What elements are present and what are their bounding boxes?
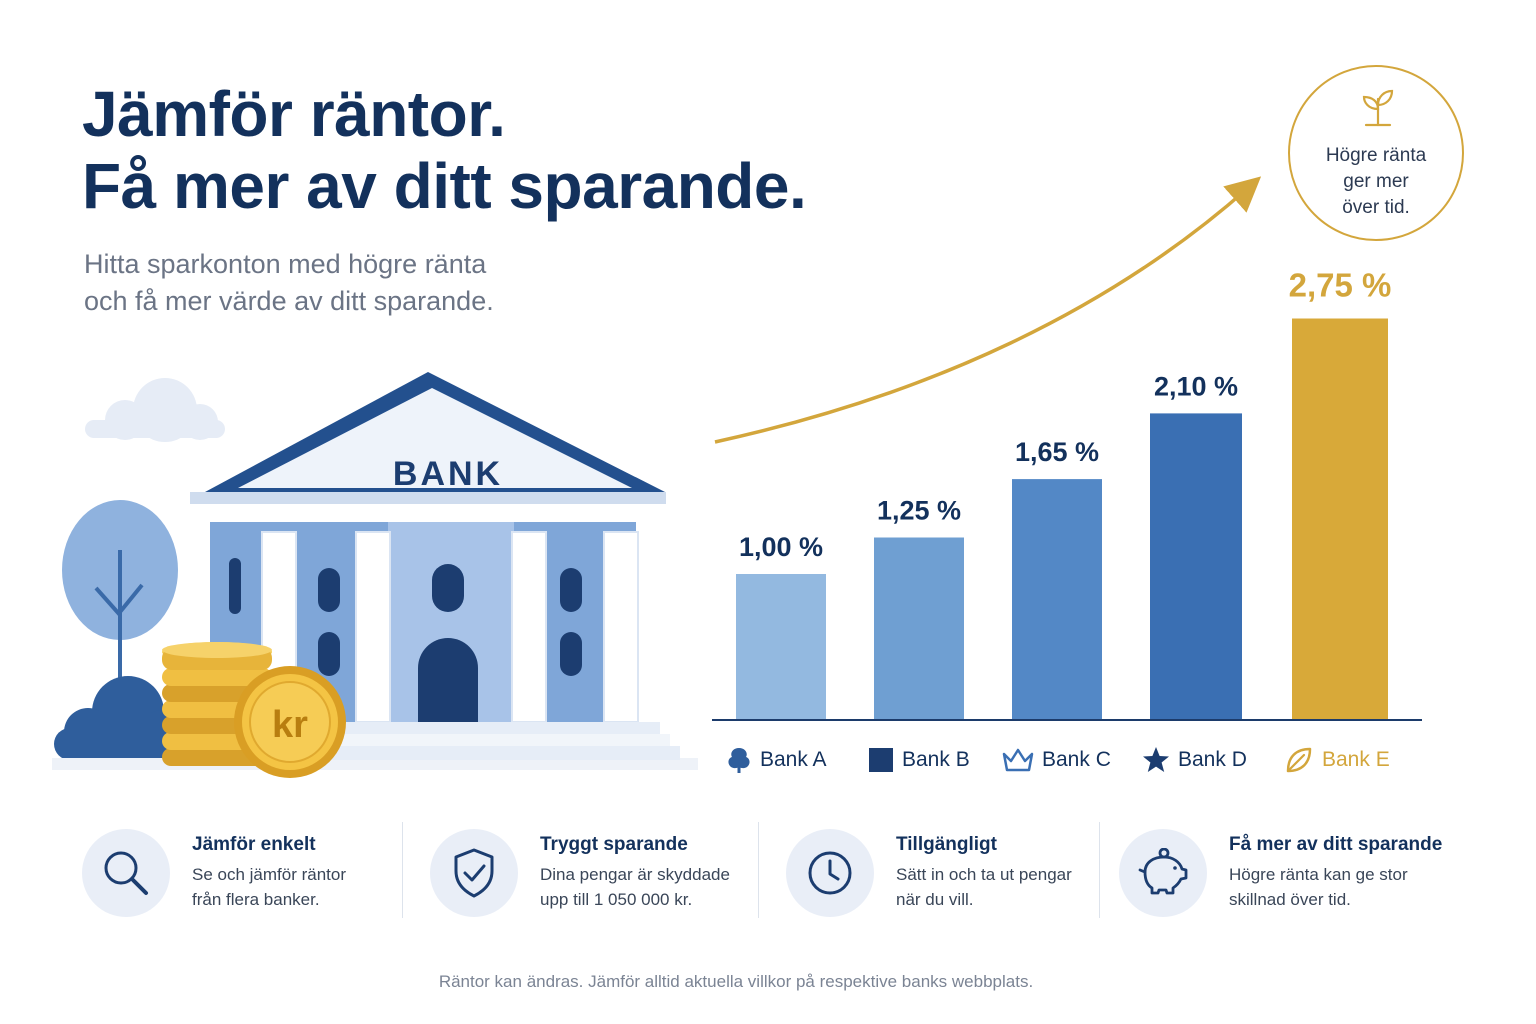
piggy-bank-icon [1138,848,1188,895]
bar-bank-a [736,574,826,720]
shield-check-icon [454,848,494,898]
feature-desc-line-1: Högre ränta kan ge stor [1229,865,1408,884]
tree-illustration [62,500,178,690]
feature-title: Jämför enkelt [192,834,316,855]
headline-line-2: Få mer av ditt sparande. [82,150,807,222]
feature-desc-line-2: när du vill. [896,890,974,909]
legend-item-bank-a: Bank A [726,744,827,776]
chart-bars [736,318,1388,720]
feature-more-savings: Få mer av ditt sparande Högre ränta kan … [1119,822,1469,918]
leaf-icon [1286,747,1312,773]
clock-icon [808,851,852,895]
feature-description: Se och jämför räntor från flera banker. [192,862,346,912]
feature-icon-circle [430,829,518,917]
bush-illustration [54,676,184,760]
growth-arrow [714,176,1262,444]
headline: Jämför räntor. Få mer av ditt sparande. [82,78,807,222]
crown-icon [1002,748,1034,772]
feature-compare: Jämför enkelt Se och jämför räntor från … [82,822,392,918]
feature-desc-line-2: skillnad över tid. [1229,890,1351,909]
bar-bank-d [1150,413,1242,720]
feature-divider [402,822,403,918]
info-badge: Högre ränta ger mer över tid. [1288,65,1464,241]
feature-description: Sätt in och ta ut pengar när du vill. [896,862,1072,912]
feature-title: Tillgängligt [896,834,997,855]
legend-label-bank-d: Bank D [1178,748,1247,771]
legend-label-bank-a: Bank A [760,748,827,771]
feature-desc-line-1: Se och jämför räntor [192,865,347,884]
feature-desc-line-1: Dina pengar är skyddade [540,865,730,884]
legend-label-bank-b: Bank B [902,748,970,771]
tree-icon [728,748,750,773]
feature-accessible: Tillgängligt Sätt in och ta ut pengar nä… [786,822,1086,918]
feature-safe-savings: Tryggt sparande Dina pengar är skyddade … [430,822,750,918]
feature-icon-circle [1119,829,1207,917]
feature-desc-line-2: upp till 1 050 000 kr. [540,890,693,909]
bar-bank-b [874,537,964,720]
feature-desc-line-1: Sätt in och ta ut pengar [896,865,1072,884]
square-icon [869,748,893,772]
feature-divider [1099,822,1100,918]
footer-disclaimer: Räntor kan ändras. Jämför alltid aktuell… [438,972,1034,991]
bar-bank-e [1292,318,1388,720]
feature-icon-circle [786,829,874,917]
plant-icon [1362,89,1394,127]
legend-item-bank-e: Bank E [1284,744,1390,776]
feature-title: Få mer av ditt sparande [1229,834,1443,855]
coin-label: kr [272,704,308,746]
bank-illustration: BANK kr [52,372,698,778]
bar-value-label: 2,75 % [1289,267,1392,304]
feature-desc-line-2: från flera banker. [192,890,320,909]
headline-line-1: Jämför räntor. [82,78,506,150]
bar-value-label: 1,65 % [1015,437,1099,467]
badge-line-1: Högre ränta [1325,145,1427,166]
subheadline: Hitta sparkonton med högre ränta och få … [84,246,494,320]
bar-value-label: 1,25 % [877,496,961,526]
legend-item-bank-d: Bank D [1142,744,1247,776]
bar-value-label: 2,10 % [1154,371,1238,401]
subheadline-line-1: Hitta sparkonton med högre ränta [84,249,487,279]
bar-value-label: 1,00 % [739,532,823,562]
star-icon [1143,747,1169,772]
cloud-icon [85,378,225,442]
legend-item-bank-b: Bank B [868,744,970,776]
coin-icon: kr [234,666,346,778]
feature-description: Dina pengar är skyddade upp till 1 050 0… [540,862,730,912]
subheadline-line-2: och få mer värde av ditt sparande. [84,286,494,316]
chart-value-labels: 1,00 % 1,25 % 1,65 % 2,10 % 2,75 % [739,267,1391,563]
feature-icon-circle [82,829,170,917]
feature-title: Tryggt sparande [540,834,688,855]
legend-label-bank-c: Bank C [1042,748,1111,771]
badge-line-3: över tid. [1342,197,1410,218]
legend-item-bank-c: Bank C [1002,744,1111,776]
legend-label-bank-e: Bank E [1322,748,1390,771]
search-icon [104,851,148,895]
badge-line-2: ger mer [1343,171,1409,192]
bank-sign: BANK [393,455,503,493]
feature-description: Högre ränta kan ge stor skillnad över ti… [1229,862,1408,912]
feature-divider [758,822,759,918]
bar-bank-c [1012,479,1102,720]
